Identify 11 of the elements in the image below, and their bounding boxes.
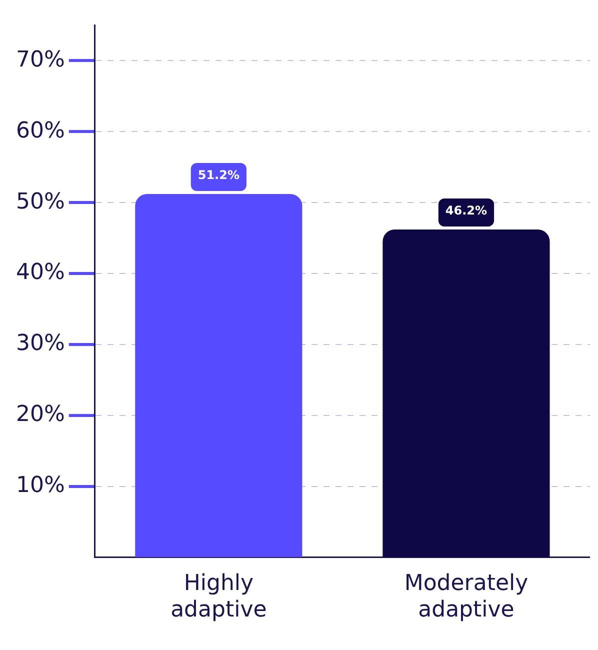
- data-label: 46.2%: [445, 204, 488, 218]
- y-tick-label: 50%: [16, 189, 65, 214]
- x-tick-label: Moderately adaptive: [404, 571, 528, 623]
- data-label: 51.2%: [198, 168, 240, 182]
- y-tick-label: 30%: [16, 331, 65, 356]
- y-tick-label: 10%: [16, 472, 65, 498]
- y-tick-label: 40%: [16, 260, 65, 286]
- y-tick-label: 70%: [16, 47, 65, 72]
- y-tick-label: 20%: [16, 402, 65, 428]
- x-tick-label: Highly adaptive: [170, 571, 267, 623]
- y-tick-label: 60%: [16, 118, 65, 144]
